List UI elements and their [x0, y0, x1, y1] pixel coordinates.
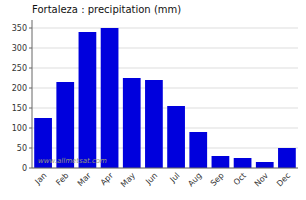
bar: [56, 82, 74, 168]
grid-line: [32, 28, 298, 29]
x-tick-label: Jun: [143, 171, 159, 187]
y-tick-label: 350: [12, 24, 27, 33]
x-tick-label: Oct: [232, 171, 248, 187]
x-tick-label: Aug: [186, 171, 203, 188]
y-tick-label: 50: [17, 144, 27, 153]
x-tick-label: Nov: [253, 171, 271, 189]
x-tick-label: Sep: [209, 171, 226, 188]
y-axis: [32, 20, 33, 168]
bar: [101, 28, 119, 168]
y-tick-label: 0: [22, 164, 27, 173]
grid-line: [32, 168, 298, 169]
chart-container: 0 50 100 150 200 250 300 350 Jan Feb Mar AprMay Jun J…: [0, 0, 306, 200]
x-tick-label: Dec: [275, 171, 292, 188]
bar: [212, 156, 230, 168]
bar: [79, 32, 97, 168]
bar: [256, 162, 274, 168]
watermark: www.allmetsat.com: [38, 157, 107, 165]
y-tick-label: 150: [12, 104, 27, 113]
x-tick-label: Mar: [76, 171, 94, 189]
x-tick-label: Feb: [54, 171, 70, 187]
x-tick-label: Jan: [33, 171, 49, 187]
y-tick-label: 250: [12, 64, 27, 73]
grid-line: [32, 48, 298, 49]
y-tick-label: 100: [12, 124, 27, 133]
bar: [278, 148, 296, 168]
x-tick-label: Jul: [168, 171, 182, 185]
x-tick-label: May: [119, 171, 137, 189]
bar: [189, 132, 207, 168]
x-axis: [32, 168, 298, 169]
bar: [167, 106, 185, 168]
bar: [145, 80, 163, 168]
bar: [234, 158, 252, 168]
y-tick-label: 200: [12, 84, 27, 93]
title: Fortaleza : precipitation (mm): [32, 4, 181, 15]
bar: [123, 78, 141, 168]
grid-line: [32, 68, 298, 69]
y-tick-label: 300: [12, 44, 27, 53]
x-tick-label: Apr: [99, 171, 116, 188]
bars: [34, 28, 296, 168]
chart-svg: 0 50 100 150 200 250 300 350 Jan Feb Mar AprMay Jun J…: [0, 0, 306, 200]
